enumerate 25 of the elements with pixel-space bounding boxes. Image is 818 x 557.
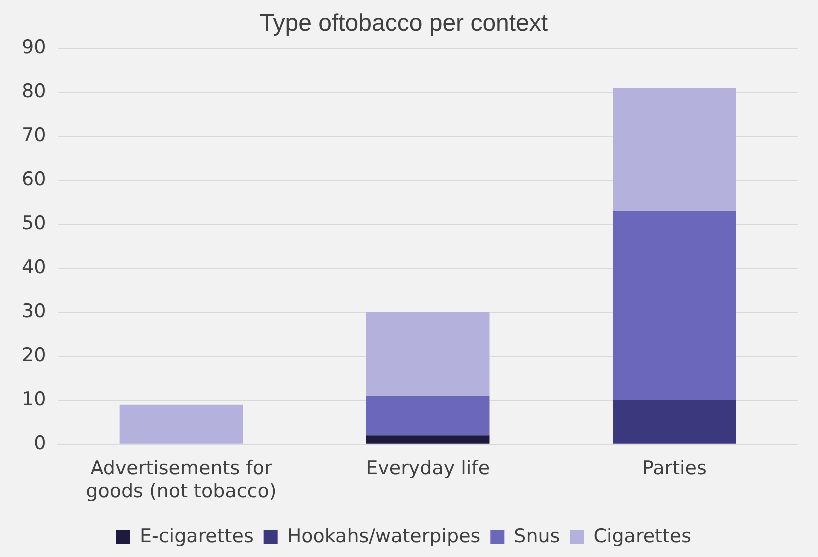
y-tick-label: 90 (22, 36, 46, 59)
bar (366, 396, 490, 436)
y-tick-label: 80 (22, 80, 46, 103)
chart-title: Type oftobacco per context (260, 10, 548, 38)
y-tick-label: 40 (22, 256, 46, 279)
bar (613, 88, 736, 212)
bar (366, 312, 490, 396)
x-tick-label: Advertisements for goods (not tobacco) (86, 458, 277, 503)
x-tick-label: Everyday life (366, 458, 490, 480)
y-tick-label: 10 (22, 388, 46, 410)
bar (120, 404, 244, 444)
x-tick-label: Parties (642, 458, 707, 480)
y-tick-label: 60 (22, 168, 46, 191)
legend-label: E-cigarettes (140, 525, 254, 548)
bar (366, 436, 490, 444)
legend-label: Hookahs/waterpipes (287, 525, 481, 548)
legend-label: Cigarettes (594, 525, 692, 548)
y-tick-label: 50 (22, 212, 46, 235)
legend-label: Snus (514, 525, 560, 548)
bar (613, 400, 736, 444)
y-tick-label: 70 (22, 124, 46, 147)
y-tick-label: 20 (22, 344, 46, 366)
y-tick-label: 0 (34, 432, 46, 454)
y-tick-label: 30 (22, 300, 46, 322)
bar (613, 211, 736, 400)
